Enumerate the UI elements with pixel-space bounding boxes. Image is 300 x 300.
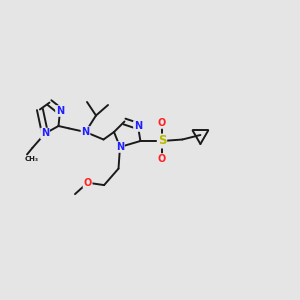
Text: N: N	[116, 142, 124, 152]
Text: N: N	[56, 106, 64, 116]
Text: S: S	[158, 134, 166, 148]
Text: O: O	[158, 118, 166, 128]
Text: N: N	[41, 128, 49, 139]
Text: CH₃: CH₃	[25, 156, 39, 162]
Text: N: N	[134, 121, 142, 131]
Text: N: N	[81, 127, 90, 137]
Text: O: O	[158, 154, 166, 164]
Text: O: O	[83, 178, 92, 188]
